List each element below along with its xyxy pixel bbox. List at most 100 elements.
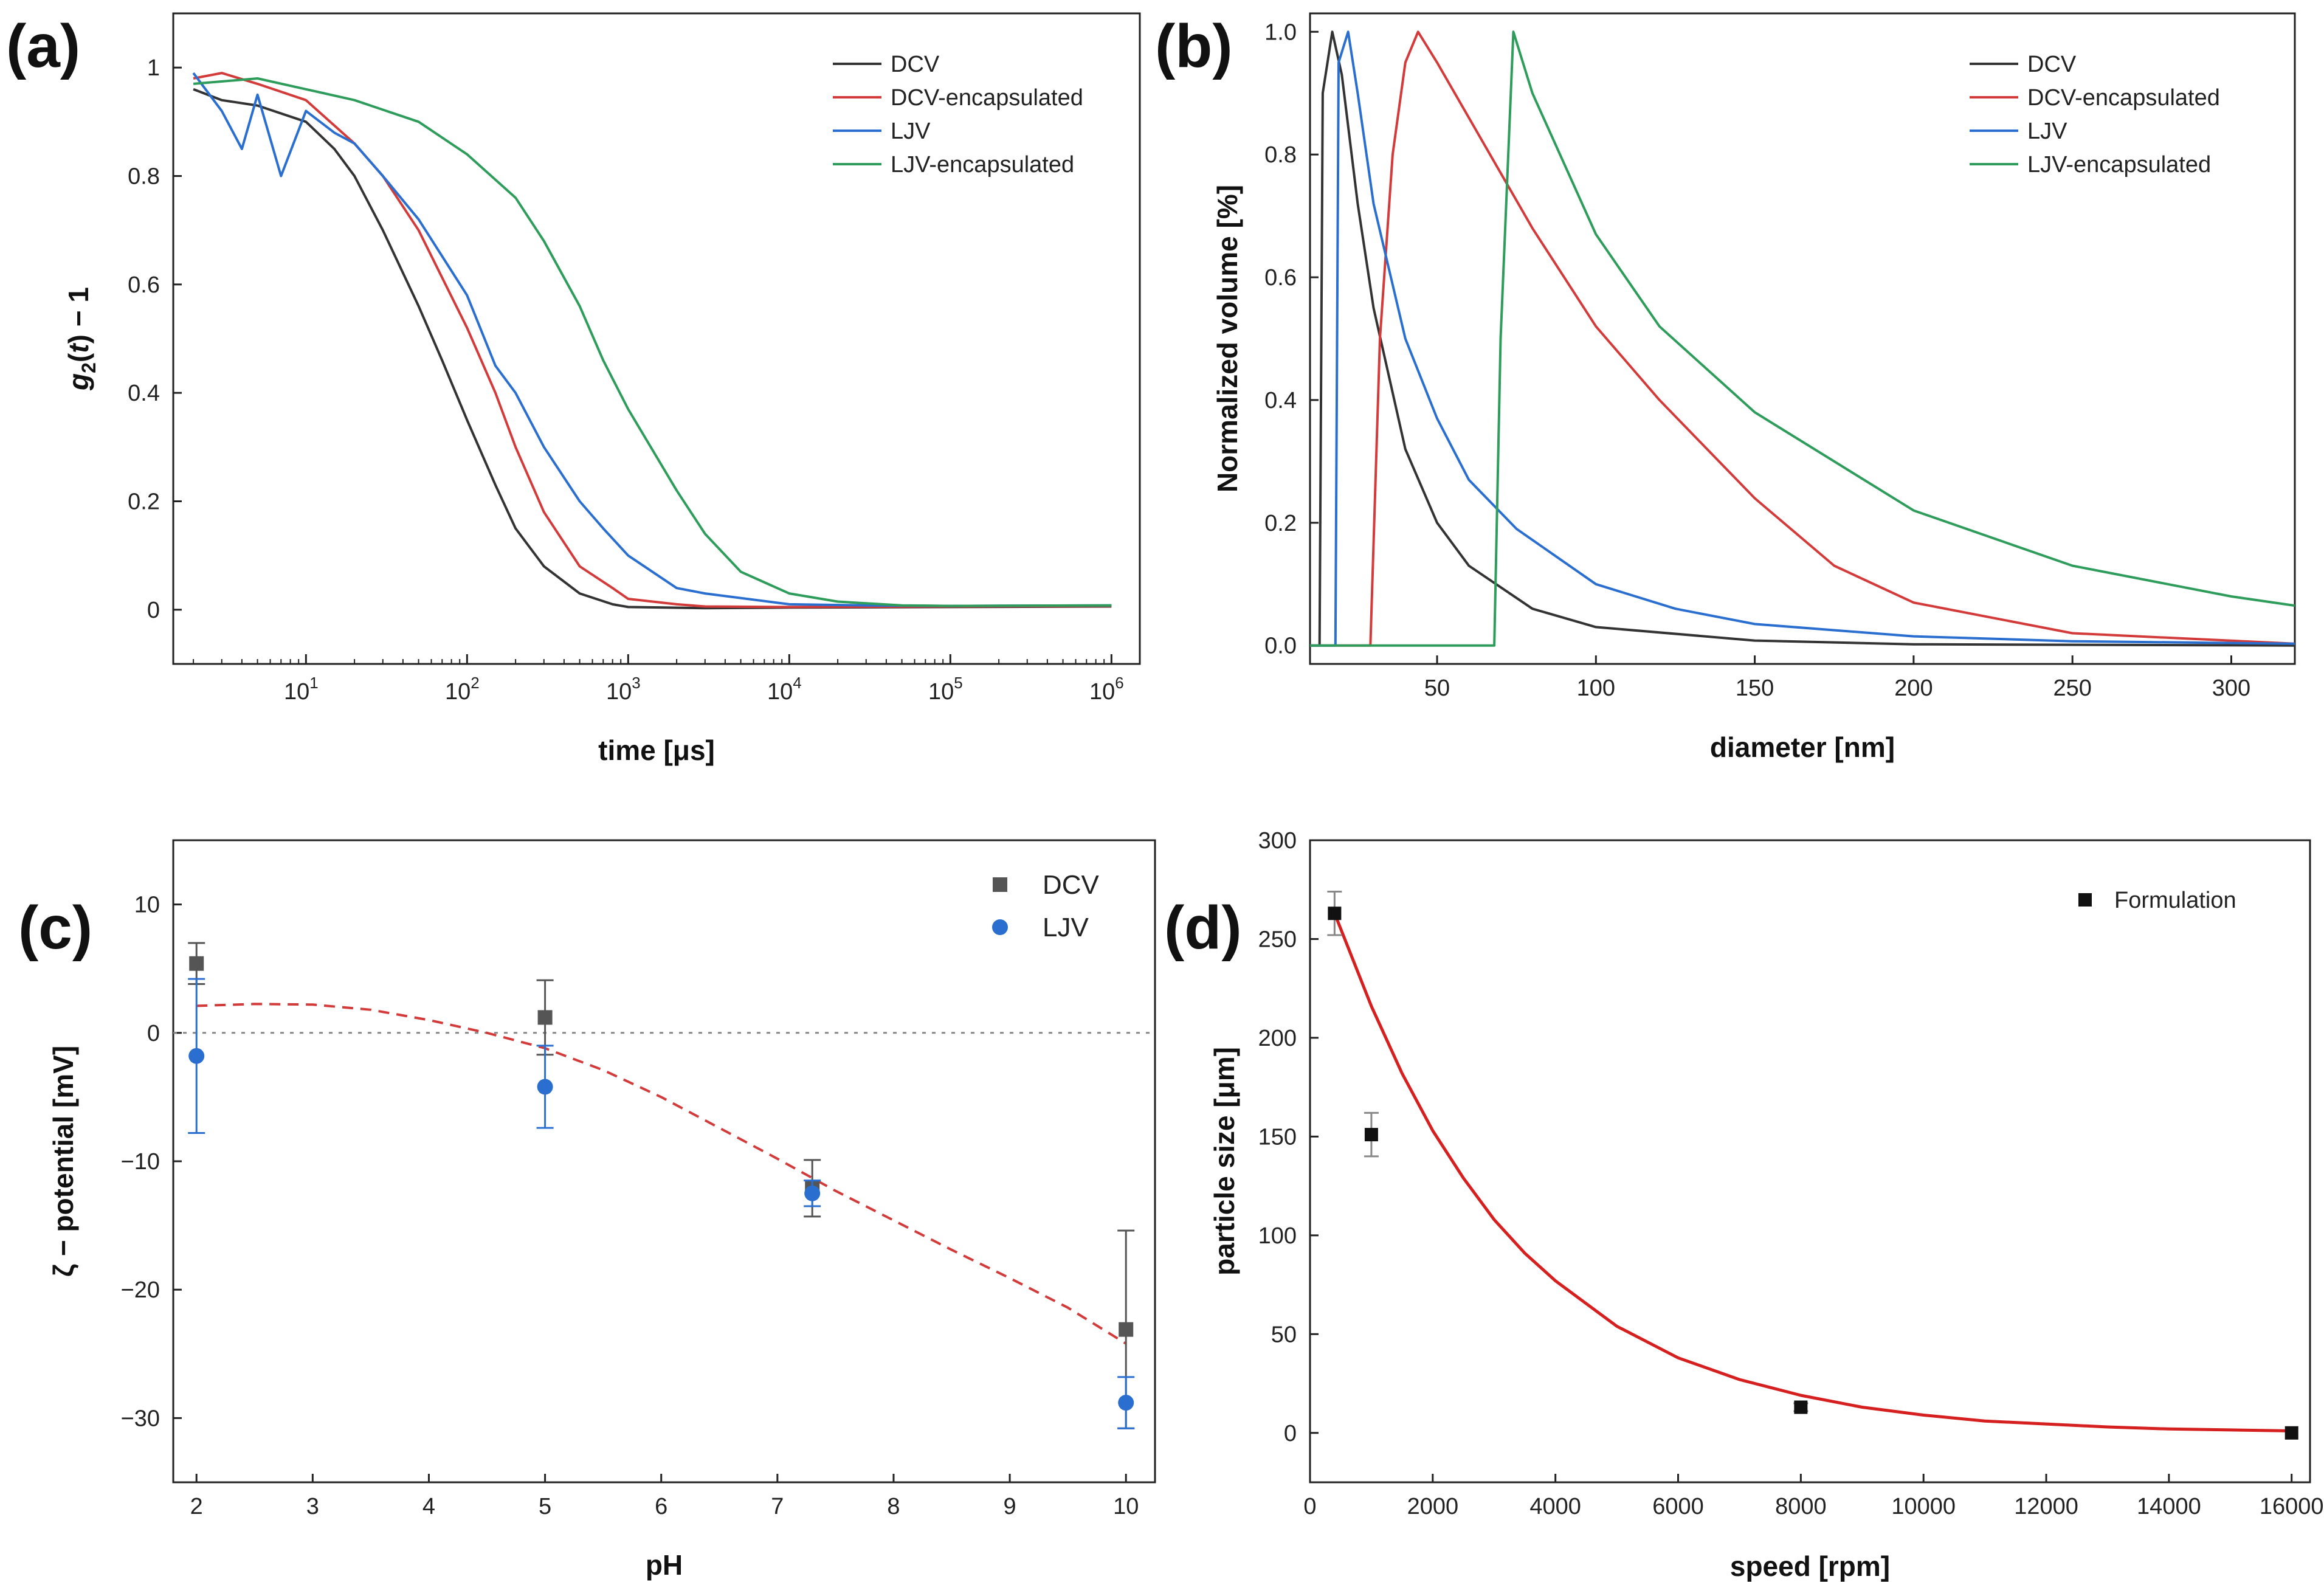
x-tick-label: 6000: [1652, 1494, 1704, 1519]
x-tick-label: 250: [2053, 675, 2091, 701]
y-tick-label: 300: [1258, 828, 1297, 854]
x-axis-label: pH: [646, 1549, 683, 1581]
x-tick-label: 8000: [1775, 1494, 1827, 1519]
data-point-formulation: [1328, 907, 1342, 921]
legend-marker: [993, 877, 1007, 892]
plot-frame: [172, 12, 1141, 665]
y-tick-label: 100: [1258, 1223, 1297, 1249]
y-tick-label: 0.4: [128, 381, 160, 406]
chart-panel-d: (d) 0 50 100 150 200 250 300 0 2000 4000 6000 8000 10…: [1164, 828, 2324, 1582]
x-tick-label: 100: [1577, 675, 1615, 701]
x-axis-label: speed [rpm]: [1730, 1550, 1890, 1582]
fit-curve: [196, 1003, 1127, 1345]
data-point-formulation: [2284, 1426, 2298, 1440]
plot-frame: [1309, 12, 2296, 665]
y-tick-label: 0.4: [1264, 388, 1297, 413]
legend-label: LJV-encapsulated: [2027, 152, 2211, 178]
legend-marker: [2078, 893, 2092, 907]
y-tick-label: 1.0: [1264, 19, 1297, 45]
x-tick-label: 8: [887, 1494, 900, 1519]
x-tick-label: 4000: [1529, 1494, 1581, 1519]
x-tick-label: 2000: [1407, 1494, 1459, 1519]
y-axis-label: Normalized volume [%]: [1212, 185, 1243, 492]
y-tick-label: 0.2: [128, 489, 160, 515]
y-tick-label: −30: [121, 1406, 160, 1431]
y-axis-label: g2(t) − 1: [63, 287, 100, 391]
y-tick-label: −10: [121, 1149, 160, 1175]
legend-label: LJV: [1043, 913, 1089, 942]
panel-label: (b): [1155, 12, 1233, 80]
data-point-ljv: [188, 1048, 205, 1064]
legend-label: DCV: [891, 52, 940, 77]
legend-marker: [992, 919, 1008, 935]
data-point-ljv: [1118, 1395, 1134, 1411]
data-point-dcv: [537, 1010, 553, 1025]
data-point-ljv: [804, 1185, 821, 1201]
panel-label: (d): [1164, 894, 1242, 962]
y-tick-label: 1: [147, 55, 160, 81]
x-tick-label: 0: [1303, 1494, 1316, 1519]
series-line-dcv: [1310, 30, 2295, 647]
y-tick-label: 0: [1284, 1421, 1297, 1446]
x-tick-label: 10: [1113, 1494, 1139, 1519]
data-point-dcv: [189, 956, 204, 971]
y-tick-label: 0.8: [1264, 142, 1297, 168]
x-tick-label: 2: [190, 1494, 203, 1519]
y-tick-label: 0.2: [1264, 511, 1297, 536]
y-tick-label: 0.0: [1264, 634, 1297, 659]
x-axis-label: time [μs]: [598, 734, 715, 766]
y-axis-label: ζ − potential [mV]: [47, 1046, 79, 1277]
x-tick-label: 102: [445, 674, 480, 705]
x-tick-label: 3: [306, 1494, 319, 1519]
chart-panel-c: (c) −30 −20 −10 0 10 2 3 4 5 6 7 8 9 10 DCV LJV pH ζ − pot…: [18, 839, 1156, 1581]
x-tick-label: 50: [1424, 675, 1450, 701]
legend-label: LJV-encapsulated: [891, 152, 1074, 178]
legend-label: Formulation: [2114, 888, 2236, 913]
series-line-dcv-encapsulated: [1310, 30, 2295, 647]
x-tick-label: 10000: [1891, 1494, 1956, 1519]
y-tick-label: 50: [1271, 1322, 1297, 1347]
x-tick-label: 4: [422, 1494, 435, 1519]
x-tick-label: 106: [1089, 674, 1124, 705]
data-point-ljv: [537, 1079, 553, 1095]
legend-label: DCV: [2027, 52, 2077, 77]
series-line-dcv: [193, 88, 1112, 610]
x-tick-label: 101: [284, 674, 319, 705]
data-point-formulation: [1794, 1400, 1808, 1414]
y-tick-label: 150: [1258, 1124, 1297, 1150]
x-tick-label: 12000: [2014, 1494, 2078, 1519]
series-line-ljv-encapsulated: [193, 77, 1112, 607]
y-tick-label: 0: [147, 1021, 160, 1046]
series-line-dcv-encapsulated: [193, 72, 1112, 609]
y-tick-label: −20: [121, 1277, 160, 1303]
x-tick-label: 14000: [2137, 1494, 2201, 1519]
y-tick-label: 0.6: [1264, 265, 1297, 291]
plot-frame: [1309, 839, 2311, 1484]
data-point-dcv: [1119, 1322, 1134, 1337]
x-tick-label: 7: [771, 1494, 784, 1519]
x-tick-label: 5: [539, 1494, 551, 1519]
legend-label: LJV: [891, 119, 931, 144]
legend-label: DCV-encapsulated: [891, 85, 1083, 111]
chart-panel-a: (a) 0 0.2 0.4 0.6 0.8 1 101 102 103 104 105 106 DCV DC…: [6, 12, 1141, 766]
panel-label: (a): [6, 12, 80, 80]
y-tick-label: 0: [147, 598, 160, 623]
fit-curve: [1333, 913, 2292, 1432]
y-tick-label: 10: [134, 893, 160, 918]
x-tick-label: 200: [1894, 675, 1933, 701]
legend-label: LJV: [2027, 119, 2067, 144]
x-tick-label: 150: [1736, 675, 1774, 701]
series-line-ljv: [1310, 30, 2295, 647]
x-axis-label: diameter [nm]: [1710, 731, 1895, 763]
legend-label: DCV: [1043, 870, 1100, 900]
x-tick-label: 104: [767, 674, 802, 705]
y-axis-label: particle size [μm]: [1209, 1047, 1240, 1276]
y-tick-label: 200: [1258, 1026, 1297, 1051]
y-tick-label: 0.6: [128, 272, 160, 298]
data-point-formulation: [1364, 1128, 1378, 1142]
x-tick-label: 16000: [2260, 1494, 2324, 1519]
series-line-ljv: [192, 72, 1112, 607]
panel-label: (c): [18, 894, 92, 962]
y-tick-label: 250: [1258, 927, 1297, 952]
